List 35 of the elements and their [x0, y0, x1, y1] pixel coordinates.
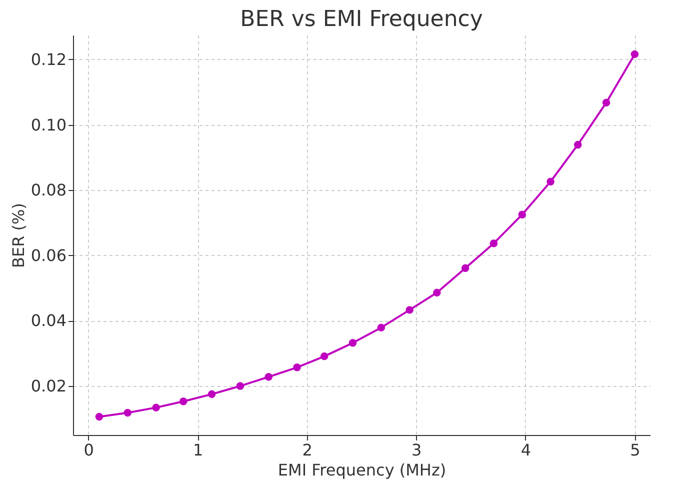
point [490, 239, 498, 248]
x-tick-label: 2 [302, 440, 312, 460]
y-axis-title: BER (%) [8, 203, 28, 268]
x-tick-label: 5 [630, 440, 640, 460]
point [461, 264, 470, 272]
point [377, 324, 386, 332]
chart-title: BER vs EMI Frequency [240, 7, 483, 32]
y-tick-label: 0.02 [30, 376, 66, 396]
point [630, 50, 639, 58]
point [574, 140, 582, 149]
x-tick-label: 4 [520, 440, 532, 460]
point [264, 373, 272, 381]
point [124, 408, 132, 417]
y-tick-label: 0.12 [30, 50, 66, 69]
x-tick-label: 3 [412, 440, 422, 460]
y-tick-label: 0.06 [30, 246, 66, 265]
point [208, 390, 216, 398]
point [433, 288, 441, 296]
point [180, 398, 188, 406]
point [518, 210, 526, 218]
point [348, 339, 357, 347]
point [152, 404, 160, 412]
point [293, 364, 301, 372]
x-tick-label: 1 [192, 440, 204, 460]
x-axis-title: EMI Frequency (MHz) [278, 460, 446, 480]
point [95, 412, 104, 421]
y-tick-label: 0.10 [30, 115, 66, 134]
point [236, 382, 244, 390]
y-tick-label: 0.08 [30, 180, 66, 200]
x-tick-label: 0 [84, 440, 94, 460]
point [602, 98, 610, 106]
point [546, 178, 554, 186]
y-tick-label: 0.04 [30, 311, 66, 330]
point [406, 306, 414, 314]
point [320, 352, 328, 360]
